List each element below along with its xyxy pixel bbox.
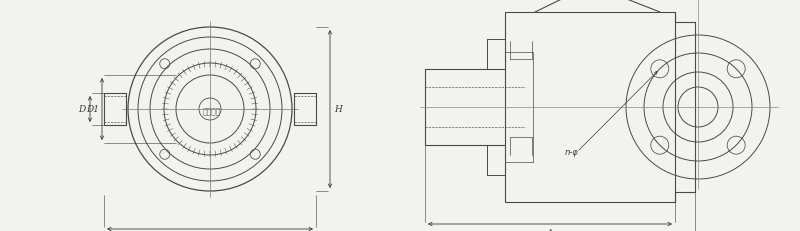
Text: D: D <box>78 105 86 114</box>
Text: n-φ: n-φ <box>565 148 578 157</box>
Text: D1: D1 <box>86 105 99 114</box>
Text: H: H <box>334 105 342 114</box>
Bar <box>505 13 675 202</box>
Text: A: A <box>546 228 554 231</box>
Text: 选项仪表: 选项仪表 <box>202 107 222 116</box>
